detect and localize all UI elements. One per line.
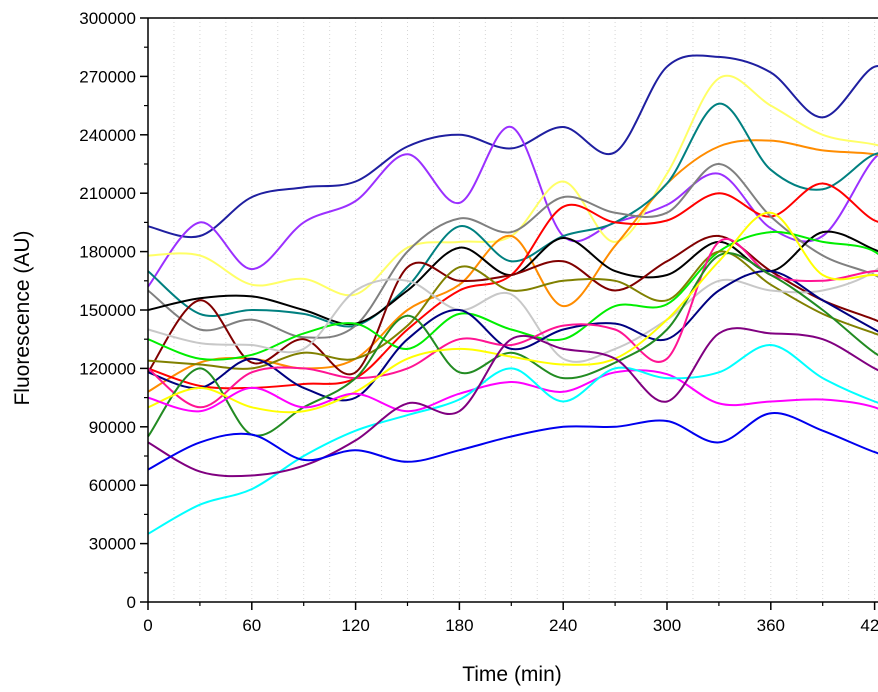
y-tick-label: 210000 (79, 184, 136, 203)
series-line-20 (147, 412, 878, 471)
series-line-13 (147, 269, 878, 402)
series-line-2 (147, 125, 878, 288)
y-tick-label: 270000 (79, 67, 136, 86)
x-tick-label: 120 (341, 616, 369, 635)
x-tick-label: 60 (242, 616, 261, 635)
y-tick-label: 30000 (89, 535, 136, 554)
series-line-15 (147, 252, 878, 438)
x-tick-label: 420 (860, 616, 878, 635)
x-tick-label: 240 (549, 616, 577, 635)
y-tick-label: 180000 (79, 243, 136, 262)
series-line-19 (147, 327, 878, 478)
series-line-1 (147, 54, 878, 239)
series-line-3 (147, 74, 878, 297)
y-tick-label: 150000 (79, 301, 136, 320)
y-tick-label: 60000 (89, 476, 136, 495)
series-line-11 (147, 250, 878, 370)
x-tick-label: 180 (445, 616, 473, 635)
series-line-6 (147, 182, 878, 390)
y-tick-label: 0 (127, 593, 136, 612)
tick-labels: 0 30000 60000 90000 120000 150000 180000 210000… (79, 9, 878, 635)
series-line-12 (147, 267, 878, 363)
series-line-16 (147, 211, 878, 414)
series-line-5 (147, 102, 878, 328)
series-line-17 (147, 369, 878, 413)
y-tick-label: 300000 (79, 9, 136, 28)
y-tick-label: 240000 (79, 126, 136, 145)
x-axis-title: Time (min) (462, 663, 562, 686)
x-tick-label: 360 (757, 616, 785, 635)
series-line-8 (147, 230, 878, 326)
series-line-18 (147, 343, 878, 535)
y-axis-title: Fluorescence (AU) (11, 230, 34, 405)
axes (140, 17, 878, 610)
y-tick-label: 90000 (89, 418, 136, 437)
series-line-14 (147, 238, 878, 409)
x-tick-label: 300 (653, 616, 681, 635)
x-tick-label: 0 (143, 616, 152, 635)
y-tick-label: 120000 (79, 359, 136, 378)
series-line-7 (147, 162, 878, 339)
series-lines (147, 54, 878, 535)
